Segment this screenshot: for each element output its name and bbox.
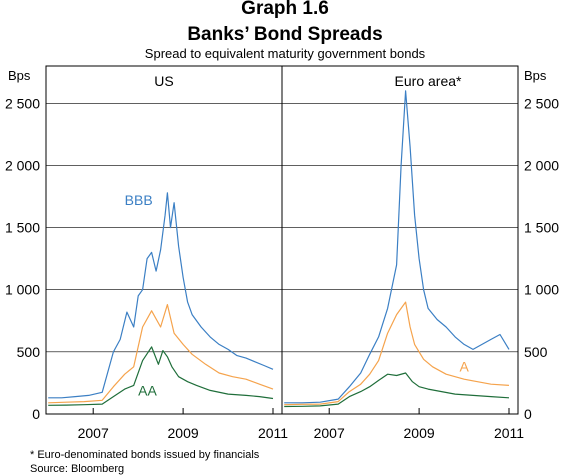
y-unit-left: Bps bbox=[8, 68, 31, 83]
y-tick-right-500: 500 bbox=[524, 344, 548, 360]
y-ticks-right: 0 500 1 000 1 500 2 000 2 500 bbox=[524, 95, 559, 422]
chart-title-partial: Graph 1.6 bbox=[241, 0, 329, 19]
y-tick-left-1500: 1 500 bbox=[5, 220, 40, 236]
y-tick-left-2500: 2 500 bbox=[5, 95, 40, 111]
series-us-a bbox=[48, 304, 274, 404]
y-tick-right-2500: 2 500 bbox=[524, 95, 559, 111]
chart-subtitle: Spread to equivalent maturity government… bbox=[145, 46, 426, 61]
y-ticks-left: 0 500 1 000 1 500 2 000 2 500 bbox=[5, 95, 40, 422]
x-tick-0-2011: 2011 bbox=[258, 425, 288, 441]
series-label-us-bbb: BBB bbox=[125, 192, 153, 208]
series-us-bbb bbox=[48, 192, 274, 399]
x-ticks: 2007 2009 2011 2007 2009 2011 bbox=[78, 408, 524, 441]
series-label-us-aa: AA bbox=[138, 382, 157, 398]
y-tick-right-0: 0 bbox=[524, 406, 532, 422]
y-tick-left-2000: 2 000 bbox=[5, 157, 40, 173]
x-tick-1-2009: 2009 bbox=[404, 425, 435, 441]
series-us-aa bbox=[48, 346, 274, 406]
x-tick-0-2007: 2007 bbox=[78, 425, 109, 441]
x-tick-1-2011: 2011 bbox=[494, 425, 524, 441]
y-tick-left-1000: 1 000 bbox=[5, 282, 40, 298]
y-tick-right-1000: 1 000 bbox=[524, 282, 559, 298]
x-tick-1-2007: 2007 bbox=[314, 425, 345, 441]
y-tick-left-500: 500 bbox=[17, 344, 41, 360]
y-tick-right-2000: 2 000 bbox=[524, 157, 559, 173]
y-tick-left-0: 0 bbox=[32, 406, 40, 422]
series-euro-aa bbox=[284, 372, 510, 408]
series-euro-bbb bbox=[284, 90, 510, 404]
series-label-euro-a: A bbox=[460, 359, 470, 375]
panel-title-euro: Euro area* bbox=[395, 73, 462, 89]
series-euro-a bbox=[284, 301, 510, 406]
y-unit-right: Bps bbox=[524, 68, 547, 83]
chart-title: Banks’ Bond Spreads bbox=[187, 24, 382, 45]
footnote: * Euro-denominated bonds issued by finan… bbox=[30, 449, 260, 461]
x-tick-0-2009: 2009 bbox=[168, 425, 199, 441]
panel-title-us: US bbox=[154, 73, 173, 89]
y-tick-right-1500: 1 500 bbox=[524, 220, 559, 236]
series-layer bbox=[48, 90, 510, 408]
source-note: Source: Bloomberg bbox=[30, 463, 124, 475]
